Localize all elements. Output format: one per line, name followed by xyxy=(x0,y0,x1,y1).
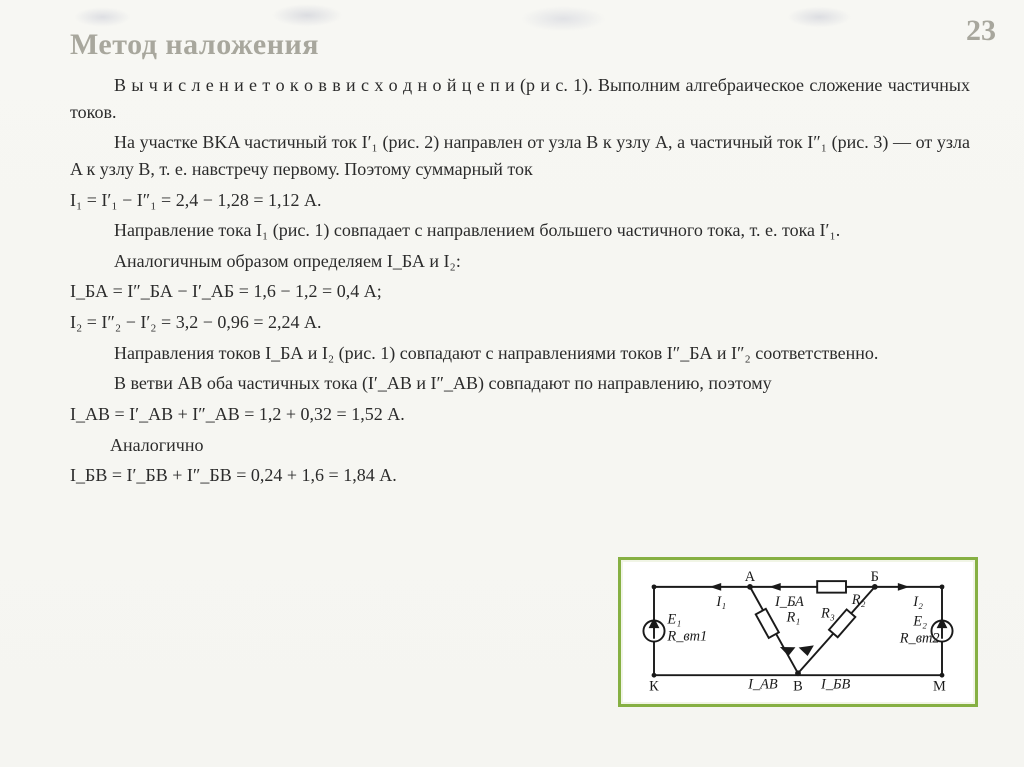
equation-2: I_БА = I″_БА − I′_АБ = 1,6 − 1,2 = 0,4 А… xyxy=(70,278,970,305)
lbl-IBV: I_БВ xyxy=(820,677,850,693)
paragraph-4: Аналогичным образом определяем I_БА и I₂… xyxy=(70,248,970,275)
lbl-Rbt1: R_вт1 xyxy=(666,629,707,645)
document-body: В ы ч и с л е н и е т о к о в в и с х о … xyxy=(70,72,970,489)
paragraph-7: Аналогично xyxy=(110,432,970,459)
paragraph-3: Направление тока I₁ (рис. 1) совпадает с… xyxy=(70,217,970,244)
node-K: К xyxy=(649,679,659,695)
node-V: В xyxy=(793,679,803,695)
equation-5: I_БВ = I′_БВ + I″_БВ = 0,24 + 1,6 = 1,84… xyxy=(70,462,590,489)
page-title: Метод наложения xyxy=(70,28,974,62)
paragraph-5: Направления токов I_БА и I₂ (рис. 1) сов… xyxy=(70,340,970,367)
lbl-Rbt2: R_вт2 xyxy=(899,631,940,647)
node-B: Б xyxy=(871,569,879,585)
equation-4: I_AB = I′_AB + I″_AB = 1,2 + 0,32 = 1,52… xyxy=(70,401,590,428)
node-A: A xyxy=(745,569,756,585)
lbl-R1: R₁ xyxy=(785,609,800,625)
p1-heading: В ы ч и с л е н и е т о к о в в и с х о … xyxy=(114,75,515,95)
lbl-E2: E₂ xyxy=(912,613,927,629)
node-M: М xyxy=(933,679,946,695)
paragraph-6: В ветви AB оба частичных тока (I′_AB и I… xyxy=(70,370,970,397)
lbl-IAV: I_АВ xyxy=(747,677,778,693)
lbl-R2: R₂ xyxy=(851,592,866,608)
circuit-diagram: I₁ A I_БА R₂ Б I₂ E₁ R_вт1 E₂ R_вт2 R₁ R… xyxy=(618,557,978,707)
page-number: 23 xyxy=(966,14,996,48)
equation-1: I₁ = I′₁ − I″₁ = 2,4 − 1,28 = 1,12 А. xyxy=(70,187,970,214)
lbl-IBA: I_БА xyxy=(774,594,804,610)
lbl-I1: I₁ xyxy=(715,594,726,610)
paragraph-1: В ы ч и с л е н и е т о к о в в и с х о … xyxy=(70,72,970,125)
lbl-I2: I₂ xyxy=(912,594,923,610)
lbl-R3: R₃ xyxy=(820,606,835,622)
equation-3: I₂ = I″₂ − I′₂ = 3,2 − 0,96 = 2,24 А. xyxy=(70,309,970,336)
paragraph-2: На участке BKA частичный ток I′₁ (рис. 2… xyxy=(70,129,970,182)
lbl-E1: E₁ xyxy=(666,611,681,627)
